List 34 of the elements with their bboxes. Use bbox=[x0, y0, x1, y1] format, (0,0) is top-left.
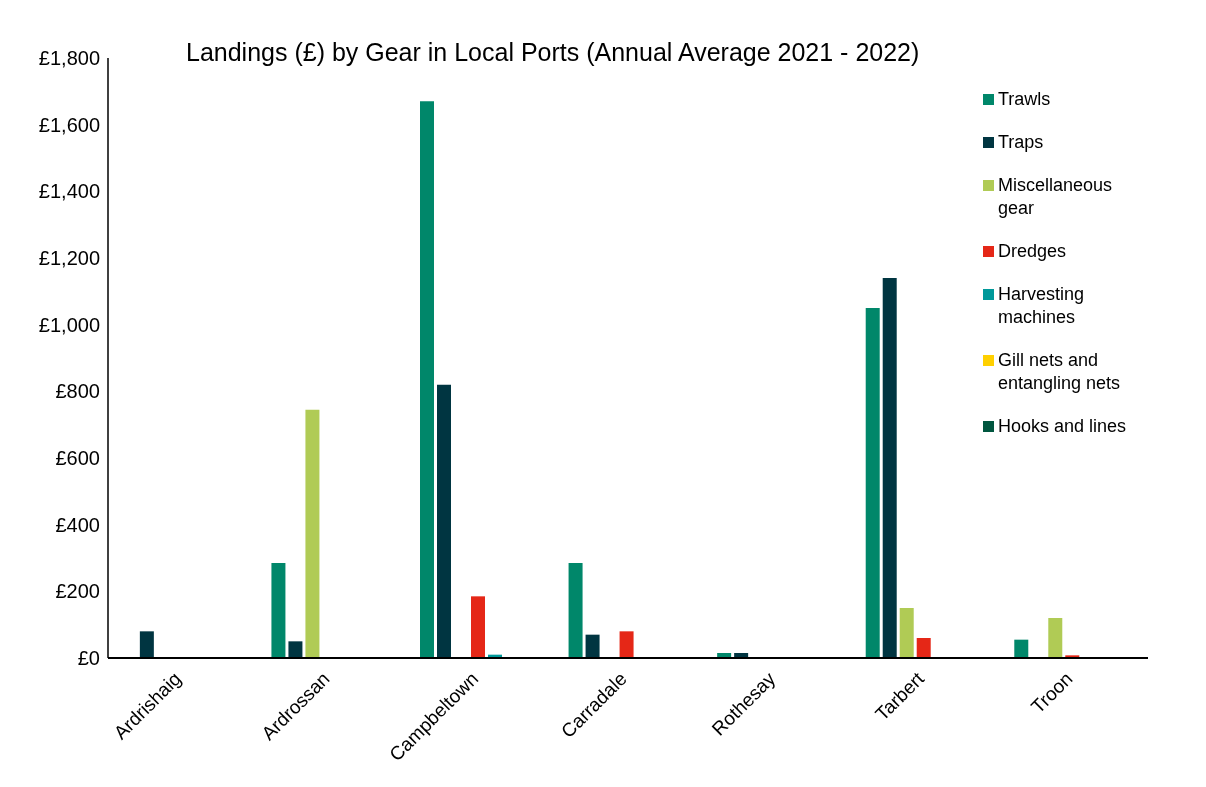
bar bbox=[305, 409, 320, 658]
y-tick-label: £800 bbox=[55, 380, 100, 403]
y-tick-label: £400 bbox=[55, 513, 100, 536]
legend-label: Traps bbox=[998, 131, 1044, 154]
y-tick-label: £1,600 bbox=[38, 113, 100, 136]
bar bbox=[271, 563, 286, 658]
y-tick-label: £1,400 bbox=[38, 180, 100, 203]
bar bbox=[471, 596, 485, 658]
bar bbox=[1048, 618, 1063, 658]
legend-label: Harvesting machines bbox=[998, 283, 1086, 329]
y-tick-label: £1,800 bbox=[38, 47, 100, 70]
bar bbox=[585, 634, 600, 658]
y-tick-label: £1,000 bbox=[38, 313, 100, 336]
legend-label: Hooks and lines bbox=[998, 415, 1127, 438]
y-tick-label: £1,200 bbox=[38, 247, 100, 270]
y-tick-label: £200 bbox=[55, 580, 100, 603]
chart-title: Landings (£) by Gear in Local Ports (Annual Average 2021 - 2022) bbox=[186, 38, 920, 67]
bar bbox=[899, 608, 914, 658]
legend-label: Gill nets and entangling nets bbox=[998, 349, 1122, 395]
bar bbox=[420, 101, 434, 658]
bar bbox=[619, 631, 634, 658]
legend-label: Miscellaneous gear bbox=[998, 174, 1114, 220]
bar bbox=[1014, 639, 1029, 658]
bar bbox=[568, 563, 583, 658]
legend-label: Trawls bbox=[998, 88, 1051, 111]
bar bbox=[882, 278, 897, 658]
bar bbox=[916, 638, 931, 658]
legend-label: Dredges bbox=[998, 240, 1067, 263]
bar bbox=[139, 631, 154, 658]
y-tick-label: £600 bbox=[55, 447, 100, 470]
y-tick-label: £0 bbox=[77, 647, 100, 670]
bar bbox=[437, 384, 451, 658]
bar bbox=[288, 641, 303, 658]
bar bbox=[865, 308, 880, 658]
